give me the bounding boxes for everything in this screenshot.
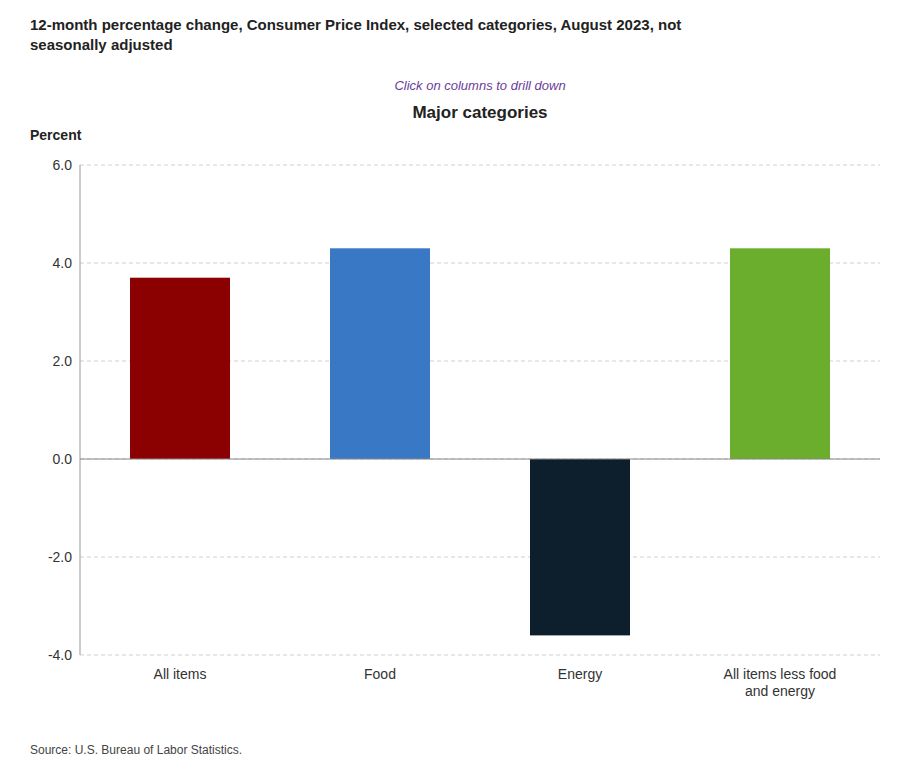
x-tick-label: All items bbox=[154, 666, 207, 682]
y-tick-label: 2.0 bbox=[53, 353, 73, 369]
chart-title: Major categories bbox=[412, 103, 547, 122]
bars bbox=[130, 248, 830, 635]
chart-canvas: 12-month percentage change, Consumer Pri… bbox=[0, 0, 917, 768]
title: 12-month percentage change, Consumer Pri… bbox=[30, 16, 681, 33]
y-tick-label: 4.0 bbox=[53, 255, 73, 271]
x-tick-label: All items less foodand energy bbox=[724, 666, 837, 699]
x-tick-label: Energy bbox=[558, 666, 602, 682]
y-axis-label: Percent bbox=[30, 127, 82, 143]
grid-line bbox=[80, 459, 880, 460]
y-tick-label: 0.0 bbox=[53, 451, 73, 467]
source: Source: U.S. Bureau of Labor Statistics. bbox=[30, 743, 242, 757]
bar bbox=[330, 248, 430, 459]
y-axis-line bbox=[80, 165, 81, 655]
bar bbox=[130, 278, 230, 459]
grid-line bbox=[80, 165, 880, 166]
title: seasonally adjusted bbox=[30, 36, 173, 53]
x-tick-label: Food bbox=[364, 666, 396, 682]
y-tick-label: -4.0 bbox=[48, 647, 72, 663]
subtitle: Click on columns to drill down bbox=[394, 78, 565, 93]
zero-line bbox=[80, 459, 880, 460]
grid-line bbox=[80, 557, 880, 558]
y-tick-label: 6.0 bbox=[53, 157, 73, 173]
bar bbox=[530, 459, 630, 635]
grid bbox=[80, 165, 880, 655]
grid-line bbox=[80, 655, 880, 656]
bar bbox=[730, 248, 830, 459]
y-tick-label: -2.0 bbox=[48, 549, 72, 565]
